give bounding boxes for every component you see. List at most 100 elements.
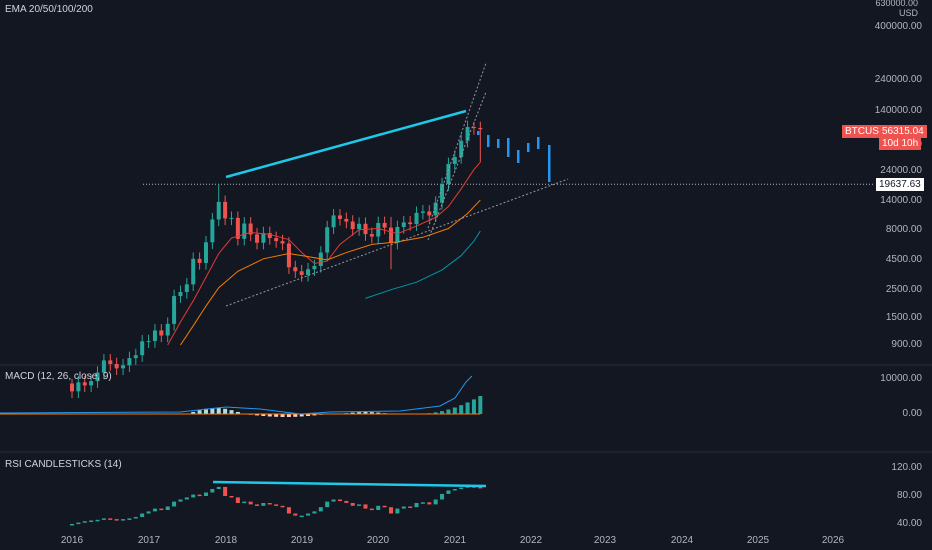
candle-body [369, 234, 374, 237]
rsi-candle [229, 496, 234, 498]
horizontal-level-badge: 19637.63 [876, 178, 924, 191]
rsi-candle [280, 505, 285, 508]
rsi-candle [89, 520, 94, 522]
rsi-candle [203, 492, 208, 496]
candle-body [440, 184, 445, 203]
candle-body [184, 284, 189, 292]
candle-body [210, 219, 215, 243]
price-tick-label: 4500.00 [885, 254, 922, 265]
macd-histogram-bar [191, 411, 196, 414]
candle-body [127, 358, 132, 366]
candle-body [216, 201, 221, 220]
candle-body [446, 163, 451, 185]
rsi-candle [459, 487, 464, 490]
macd-histogram-bar [261, 414, 266, 416]
rsi-candle [146, 511, 151, 514]
year-tick-label: 2024 [670, 535, 694, 546]
macd-histogram-bar [223, 408, 228, 414]
rsi-candle [210, 489, 215, 493]
rsi-candle [440, 493, 445, 500]
rsi-candle [306, 513, 311, 516]
channel-lower-line [427, 91, 487, 241]
rsi-candle [172, 501, 177, 507]
rsi-candle [446, 490, 451, 494]
candle-body [229, 217, 234, 219]
ema-indicator-label[interactable]: EMA 20/50/100/200 [5, 4, 93, 15]
candle-body [376, 222, 381, 237]
candle-body [146, 341, 151, 343]
candle-body [459, 140, 464, 158]
macd-histogram-bar [306, 414, 311, 416]
candle-body [101, 360, 106, 373]
rsi-candle [293, 513, 298, 516]
candle-body [306, 269, 311, 275]
projection-bar [497, 139, 500, 148]
rsi-candle [389, 507, 393, 514]
candle-body [401, 222, 406, 227]
rsi-candle [274, 504, 279, 506]
candle-body [414, 212, 419, 225]
macd-histogram-bar [459, 405, 464, 414]
macd-histogram-bar [446, 409, 451, 414]
channel-upper-line [427, 62, 487, 229]
rsi-candle [127, 518, 132, 520]
macd-histogram-bar [465, 402, 470, 414]
ema20-line [167, 161, 481, 346]
macd-histogram-bar [312, 414, 317, 416]
rsi-candle [401, 506, 406, 509]
year-tick-label: 2026 [821, 535, 845, 546]
macd-histogram-bar [363, 412, 368, 414]
candle-body [350, 221, 355, 230]
rsi-indicator-label[interactable]: RSI CANDLESTICKS (14) [5, 459, 122, 470]
year-tick-label: 2018 [214, 535, 238, 546]
candle-body [452, 157, 457, 164]
candle-body [420, 211, 425, 213]
candle-body [235, 217, 240, 239]
candle-body [337, 215, 342, 219]
candle-body [408, 222, 413, 225]
macd-histogram-bar [376, 412, 381, 414]
price-tick-label: 24000.00 [880, 165, 922, 176]
rsi-candle [414, 503, 419, 508]
year-tick-label: 2025 [746, 535, 770, 546]
year-tick-label: 2020 [366, 535, 390, 546]
rsi-candle [325, 501, 330, 508]
macd-tick-label: 0.00 [902, 408, 922, 419]
rsi-candle [242, 501, 247, 504]
macd-histogram-bar [255, 414, 260, 416]
candle-body [178, 291, 183, 297]
support-trendline [225, 178, 569, 307]
rsi-candle [350, 503, 355, 506]
rsi-candle [299, 515, 304, 518]
candle-body [286, 243, 291, 268]
projection-bar [487, 135, 490, 147]
year-tick-label: 2023 [593, 535, 617, 546]
rsi-candle [331, 499, 336, 502]
rsi-candle [369, 508, 374, 511]
rsi-candle [318, 507, 323, 512]
candle-body [165, 323, 170, 336]
rsi-candle [191, 494, 196, 498]
rsi-candle [478, 486, 483, 489]
last-price-badge: 56315.04 [879, 125, 927, 138]
projection-bar [537, 137, 540, 149]
macd-histogram-bar [274, 414, 279, 417]
candle-body [312, 265, 317, 270]
rsi-candle [82, 521, 87, 523]
price-tick-label: 8000.00 [885, 224, 922, 235]
macd-histogram-bar [286, 414, 291, 417]
candle-body [159, 330, 164, 336]
rsi-candle [382, 505, 387, 508]
rsi-candle [427, 502, 432, 505]
candle-body [293, 267, 298, 272]
candle-body [121, 365, 126, 369]
macd-indicator-label[interactable]: MACD (12, 26, close, 9) [5, 371, 112, 382]
macd-histogram-bar [299, 414, 304, 417]
year-tick-label: 2019 [290, 535, 314, 546]
rsi-candle [108, 518, 113, 520]
rsi-candle [376, 505, 381, 510]
macd-histogram-bar [210, 408, 215, 414]
symbol-badge[interactable]: BTCUSD [842, 125, 890, 138]
macd-histogram-bar [350, 412, 355, 414]
